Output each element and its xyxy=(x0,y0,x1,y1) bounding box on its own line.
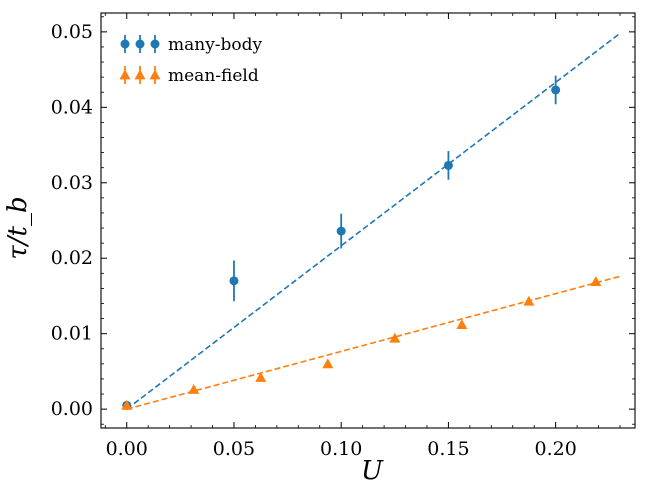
mean-field-point xyxy=(523,295,535,306)
x-tick-label: 0.10 xyxy=(320,438,362,460)
legend-label: many-body xyxy=(168,35,263,55)
x-tick-label: 0.20 xyxy=(534,438,576,460)
x-tick-label: 0.00 xyxy=(106,438,148,460)
y-tick-label: 0.03 xyxy=(51,172,93,194)
legend-marker xyxy=(119,69,131,80)
mean-field-point xyxy=(121,399,133,410)
mean-field-point xyxy=(590,276,602,287)
mean-field-fit-line xyxy=(126,275,621,410)
mean-field-point xyxy=(456,319,468,330)
y-tick-label: 0.01 xyxy=(51,323,93,345)
legend-marker xyxy=(120,39,130,49)
y-tick-label: 0.02 xyxy=(51,247,93,269)
legend-marker xyxy=(135,39,145,49)
x-tick-label: 0.05 xyxy=(213,438,255,460)
legend-marker xyxy=(134,69,146,80)
plot-frame xyxy=(100,12,636,429)
legend-entry-mean-field: mean-field xyxy=(119,66,259,86)
y-tick-label: 0.05 xyxy=(51,21,93,43)
many-body-point xyxy=(551,85,561,95)
mean-field-point xyxy=(322,358,334,369)
x-tick-label: 0.15 xyxy=(427,438,469,460)
y-axis-label: τ/t_b xyxy=(3,196,33,259)
legend-label: mean-field xyxy=(168,66,259,86)
y-tick-label: 0.04 xyxy=(51,96,93,118)
legend-entry-many-body: many-body xyxy=(120,35,263,55)
mean-field-point xyxy=(188,384,200,394)
many-body-point xyxy=(336,226,346,236)
y-tick-label: 0.00 xyxy=(51,398,93,420)
mean-field-point xyxy=(389,332,401,343)
mean-field-point xyxy=(255,371,267,382)
legend-marker xyxy=(149,69,161,80)
many-body-point xyxy=(443,160,453,170)
x-axis-label: U xyxy=(361,456,384,486)
many-body-fit-line xyxy=(126,32,621,410)
legend-marker xyxy=(150,39,160,49)
many-body-point xyxy=(229,276,239,286)
